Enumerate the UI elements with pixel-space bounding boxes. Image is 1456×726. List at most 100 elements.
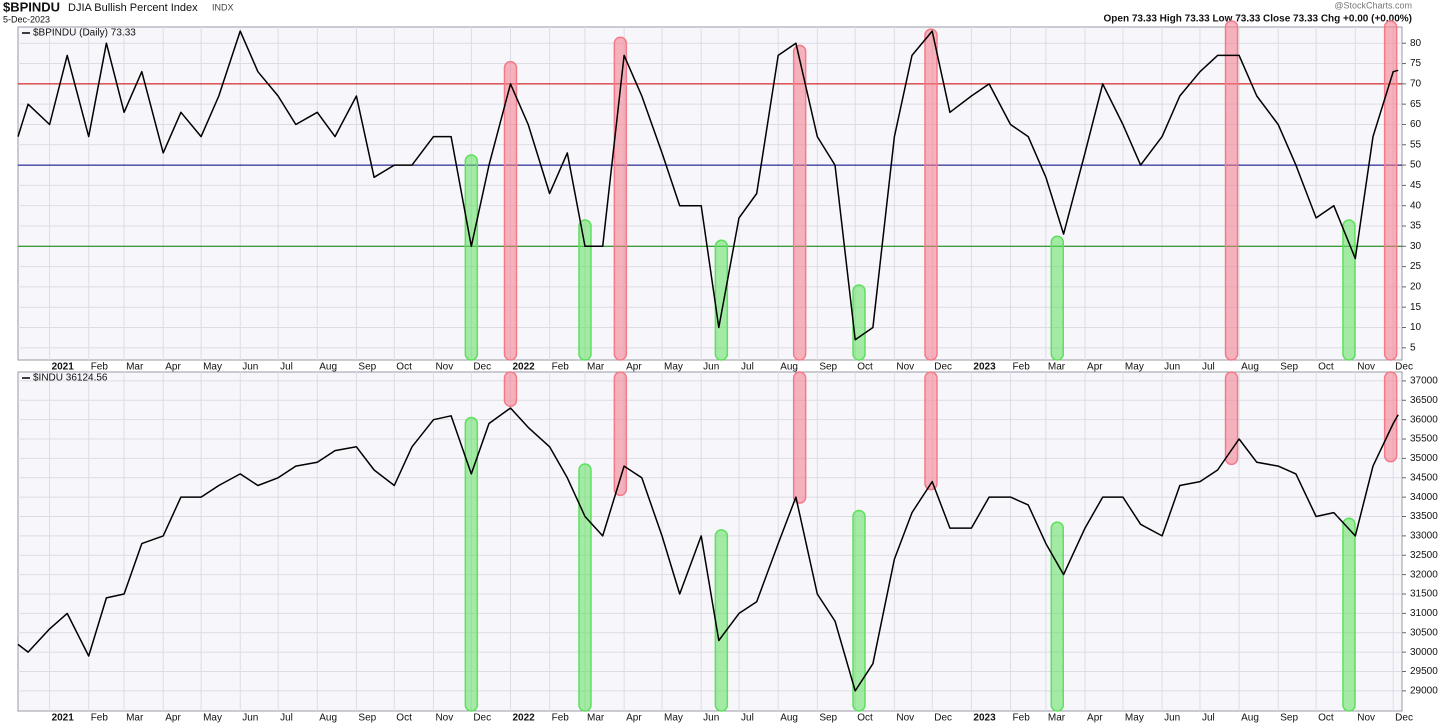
x-tick-label: Aug xyxy=(780,362,798,373)
y-tick-label: 50 xyxy=(1410,160,1422,171)
y-tick-label: 35 xyxy=(1410,221,1422,232)
highlight-band xyxy=(1224,20,1239,361)
y-tick-label: 20 xyxy=(1410,282,1422,293)
x-tick-label: May xyxy=(664,362,683,373)
x-tick-label: Sep xyxy=(358,362,376,373)
x-tick-label: Mar xyxy=(587,362,605,373)
x-tick-label: Dec xyxy=(473,362,491,373)
x-tick-label: Mar xyxy=(587,713,605,724)
y-tick-label: 37000 xyxy=(1410,376,1438,387)
x-tick-label: Jun xyxy=(703,713,719,724)
y-tick-label: 33000 xyxy=(1410,531,1438,542)
x-tick-label: Aug xyxy=(319,362,337,373)
x-tick-label: Oct xyxy=(857,362,873,373)
legend-label: $BPINDU (Daily) 73.33 xyxy=(33,28,136,39)
x-tick-label: Dec xyxy=(934,713,952,724)
plot-area xyxy=(17,371,1403,712)
x-tick-label: Oct xyxy=(396,362,412,373)
x-tick-label: Feb xyxy=(1013,362,1031,373)
x-tick-label: Sep xyxy=(358,713,376,724)
highlight-band xyxy=(714,529,729,712)
highlight-band xyxy=(852,509,866,712)
x-tick-label: Feb xyxy=(1013,713,1031,724)
highlight-band xyxy=(924,28,938,361)
source: @StockCharts.com xyxy=(1334,0,1412,10)
index-name: DJIA Bullish Percent Index xyxy=(68,2,198,14)
y-tick-label: 29500 xyxy=(1410,666,1438,677)
x-tick-label: Apr xyxy=(165,362,181,373)
x-tick-label: Sep xyxy=(819,362,837,373)
x-tick-label: Nov xyxy=(1357,362,1375,373)
x-tick-label: Jun xyxy=(1164,713,1180,724)
x-tick-label: Oct xyxy=(396,713,412,724)
x-tick-label: Jun xyxy=(703,362,719,373)
x-tick-label: Nov xyxy=(1357,713,1375,724)
y-tick-label: 15 xyxy=(1410,302,1422,313)
x-tick-label: Jul xyxy=(280,713,293,724)
symbol: $BPINDU xyxy=(3,0,60,14)
x-tick-label: Aug xyxy=(319,713,337,724)
x-tick-label: Aug xyxy=(1241,713,1259,724)
x-tick-label: Jul xyxy=(1202,362,1215,373)
x-tick-label: Apr xyxy=(1087,362,1103,373)
x-tick-label: May xyxy=(1125,713,1144,724)
x-tick-label: Apr xyxy=(165,713,181,724)
x-tick-label: Feb xyxy=(91,713,109,724)
highlight-band xyxy=(792,44,807,361)
y-tick-label: 65 xyxy=(1410,99,1422,110)
series-line xyxy=(17,30,1399,341)
x-tick-label: Nov xyxy=(435,713,453,724)
y-tick-label: 36500 xyxy=(1410,395,1438,406)
x-tick-label: Aug xyxy=(1241,362,1259,373)
highlight-band xyxy=(924,371,938,491)
x-tick-label: Jun xyxy=(1164,362,1180,373)
x-tick-label: Dec xyxy=(1395,713,1413,724)
x-tick-label: 2023 xyxy=(973,362,996,373)
y-tick-label: 35000 xyxy=(1410,453,1438,464)
highlight-band xyxy=(578,219,592,361)
x-tick-label: Jun xyxy=(242,713,258,724)
highlight-band xyxy=(503,60,518,361)
x-tick-label: May xyxy=(203,713,222,724)
y-tick-label: 40 xyxy=(1410,200,1422,211)
y-tick-label: 45 xyxy=(1410,180,1422,191)
x-tick-label: Apr xyxy=(1087,713,1103,724)
highlight-band xyxy=(464,416,479,712)
x-tick-label: May xyxy=(664,713,683,724)
exchange: INDX xyxy=(212,2,234,12)
x-tick-label: Nov xyxy=(435,362,453,373)
x-tick-label: Oct xyxy=(1318,362,1334,373)
y-tick-label: 30000 xyxy=(1410,647,1438,658)
highlight-band xyxy=(852,284,866,361)
y-tick-label: 30500 xyxy=(1410,627,1438,638)
y-tick-label: 80 xyxy=(1410,38,1422,49)
x-tick-label: Jul xyxy=(741,713,754,724)
legend-label: $INDU 36124.56 xyxy=(33,373,108,384)
highlight-band xyxy=(1050,521,1065,712)
x-tick-label: Oct xyxy=(1318,713,1334,724)
x-tick-label: Feb xyxy=(552,713,570,724)
highlight-band xyxy=(1383,371,1398,463)
y-tick-label: 5 xyxy=(1410,342,1416,353)
x-tick-label: 2022 xyxy=(512,713,535,724)
y-tick-label: 29000 xyxy=(1410,685,1438,696)
y-tick-label: 36000 xyxy=(1410,414,1438,425)
plot-area xyxy=(17,26,1403,361)
x-tick-label: May xyxy=(203,362,222,373)
y-tick-label: 34500 xyxy=(1410,472,1438,483)
highlight-band xyxy=(1342,517,1356,712)
x-tick-label: Jul xyxy=(280,362,293,373)
x-tick-label: Sep xyxy=(1280,713,1298,724)
highlight-band xyxy=(792,371,807,504)
y-tick-label: 31500 xyxy=(1410,589,1438,600)
highlight-band xyxy=(1342,219,1356,361)
highlight-band xyxy=(1383,20,1398,361)
x-tick-label: Nov xyxy=(896,713,914,724)
x-tick-label: 2023 xyxy=(973,713,996,724)
y-tick-label: 75 xyxy=(1410,58,1422,69)
highlight-band xyxy=(1224,371,1239,466)
y-tick-label: 55 xyxy=(1410,139,1422,150)
highlight-band xyxy=(503,371,518,408)
x-tick-label: Oct xyxy=(857,713,873,724)
y-tick-label: 34000 xyxy=(1410,492,1438,503)
